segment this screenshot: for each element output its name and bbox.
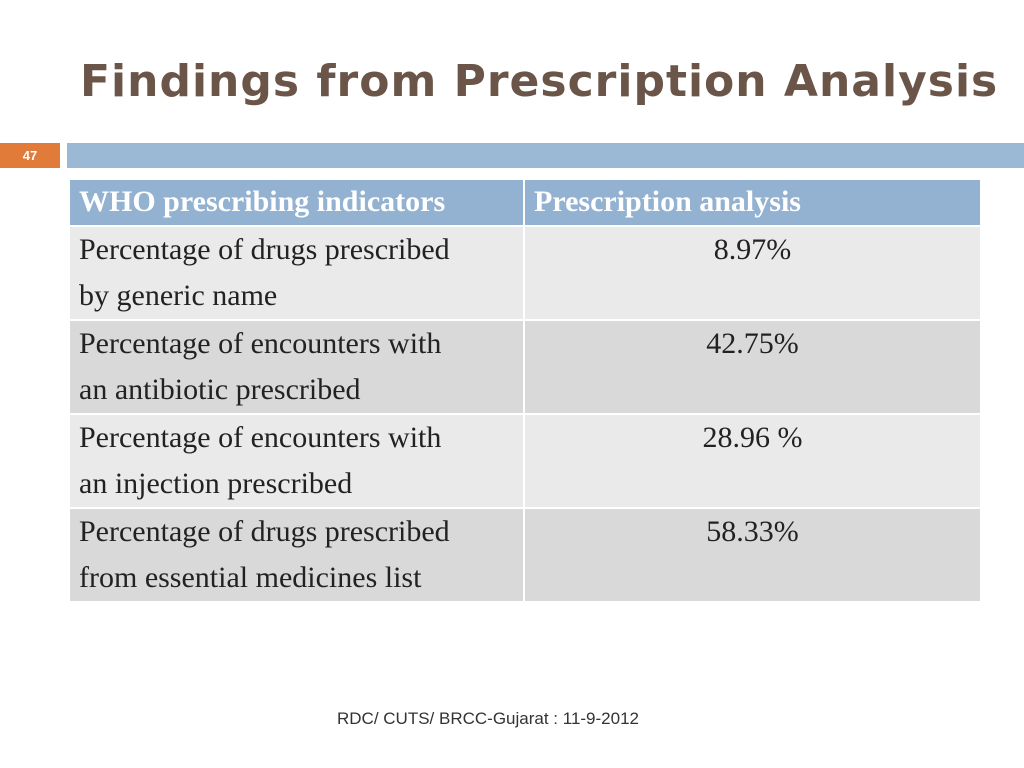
- value-cell: 42.75%: [523, 319, 982, 415]
- table-row: Percentage of drugs prescribed by generic…: [68, 225, 982, 321]
- indicator-line: Percentage of drugs prescribed: [79, 233, 450, 266]
- indicator-line: an injection prescribed: [79, 467, 353, 500]
- indicator-cell: Percentage of drugs prescribed by generic…: [68, 225, 525, 321]
- table-header-row: WHO prescribing indicators Prescription …: [68, 178, 982, 227]
- header-who-indicators: WHO prescribing indicators: [68, 178, 525, 227]
- value-cell: 58.33%: [523, 507, 982, 603]
- indicator-line: by generic name: [79, 279, 278, 312]
- slide-number-badge: 47: [0, 143, 60, 168]
- indicator-cell: Percentage of encounters with an injectio…: [68, 413, 525, 509]
- slide-title: Findings from Prescription Analysis: [80, 56, 999, 107]
- slide-footer: RDC/ CUTS/ BRCC-Gujarat : 11-9-2012: [337, 709, 639, 728]
- title-accent-bar: [67, 143, 1024, 168]
- value-cell: 8.97%: [523, 225, 982, 321]
- indicator-line: an antibiotic prescribed: [79, 373, 361, 406]
- indicator-cell: Percentage of drugs prescribed from essen…: [68, 507, 525, 603]
- indicators-table: WHO prescribing indicators Prescription …: [68, 178, 982, 603]
- table-row: Percentage of encounters with an antibiot…: [68, 319, 982, 415]
- indicator-line: Percentage of encounters with: [79, 421, 442, 454]
- indicator-line: Percentage of drugs prescribed: [79, 515, 450, 548]
- header-prescription-analysis: Prescription analysis: [523, 178, 982, 227]
- table-row: Percentage of drugs prescribed from essen…: [68, 507, 982, 603]
- indicator-line: from essential medicines list: [79, 561, 422, 594]
- indicator-line: Percentage of encounters with: [79, 327, 442, 360]
- value-cell: 28.96 %: [523, 413, 982, 509]
- indicator-cell: Percentage of encounters with an antibiot…: [68, 319, 525, 415]
- table-row: Percentage of encounters with an injectio…: [68, 413, 982, 509]
